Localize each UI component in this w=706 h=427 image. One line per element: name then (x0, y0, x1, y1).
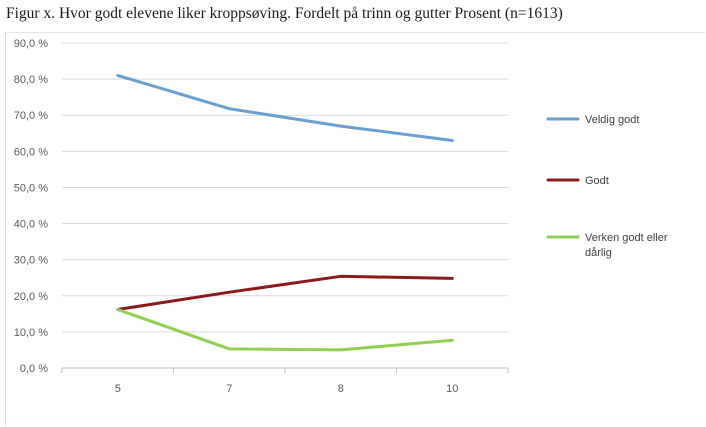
y-tick-label: 70,0 % (14, 110, 48, 122)
x-tick-label: 7 (226, 383, 232, 395)
data-point (339, 125, 342, 128)
y-tick-label: 0,0 % (20, 363, 48, 375)
y-tick-label: 60,0 % (14, 146, 48, 158)
legend-label-3: Verken godt eller dårlig (585, 232, 668, 259)
y-tick-label: 30,0 % (14, 255, 48, 267)
chart-frame (5, 32, 705, 426)
y-tick-label: 10,0 % (14, 327, 48, 339)
data-point (451, 139, 454, 142)
series-line-3 (116, 308, 454, 352)
data-point (339, 348, 342, 351)
y-tick-label: 50,0 % (14, 182, 48, 194)
legend-label-2: Godt (585, 175, 609, 187)
data-point (116, 74, 119, 77)
data-point (339, 275, 342, 278)
series-line-1 (116, 74, 454, 142)
x-tick-label: 5 (115, 383, 121, 395)
data-point (451, 277, 454, 280)
series-line-2 (116, 274, 454, 311)
y-tick-label: 40,0 % (14, 219, 48, 231)
legend-label-1: Veldig godt (585, 114, 639, 126)
data-point (228, 291, 231, 294)
data-point (451, 339, 454, 342)
y-tick-label: 80,0 % (14, 74, 48, 86)
y-tick-label: 20,0 % (14, 291, 48, 303)
data-point (228, 107, 231, 110)
chart-title: Figur x. Hvor godt elevene liker kroppsø… (6, 5, 563, 22)
data-point (116, 308, 119, 311)
y-tick-label: 90,0 % (14, 38, 48, 50)
x-tick-label: 10 (446, 383, 458, 395)
x-tick-label: 8 (338, 383, 344, 395)
data-point (228, 347, 231, 350)
